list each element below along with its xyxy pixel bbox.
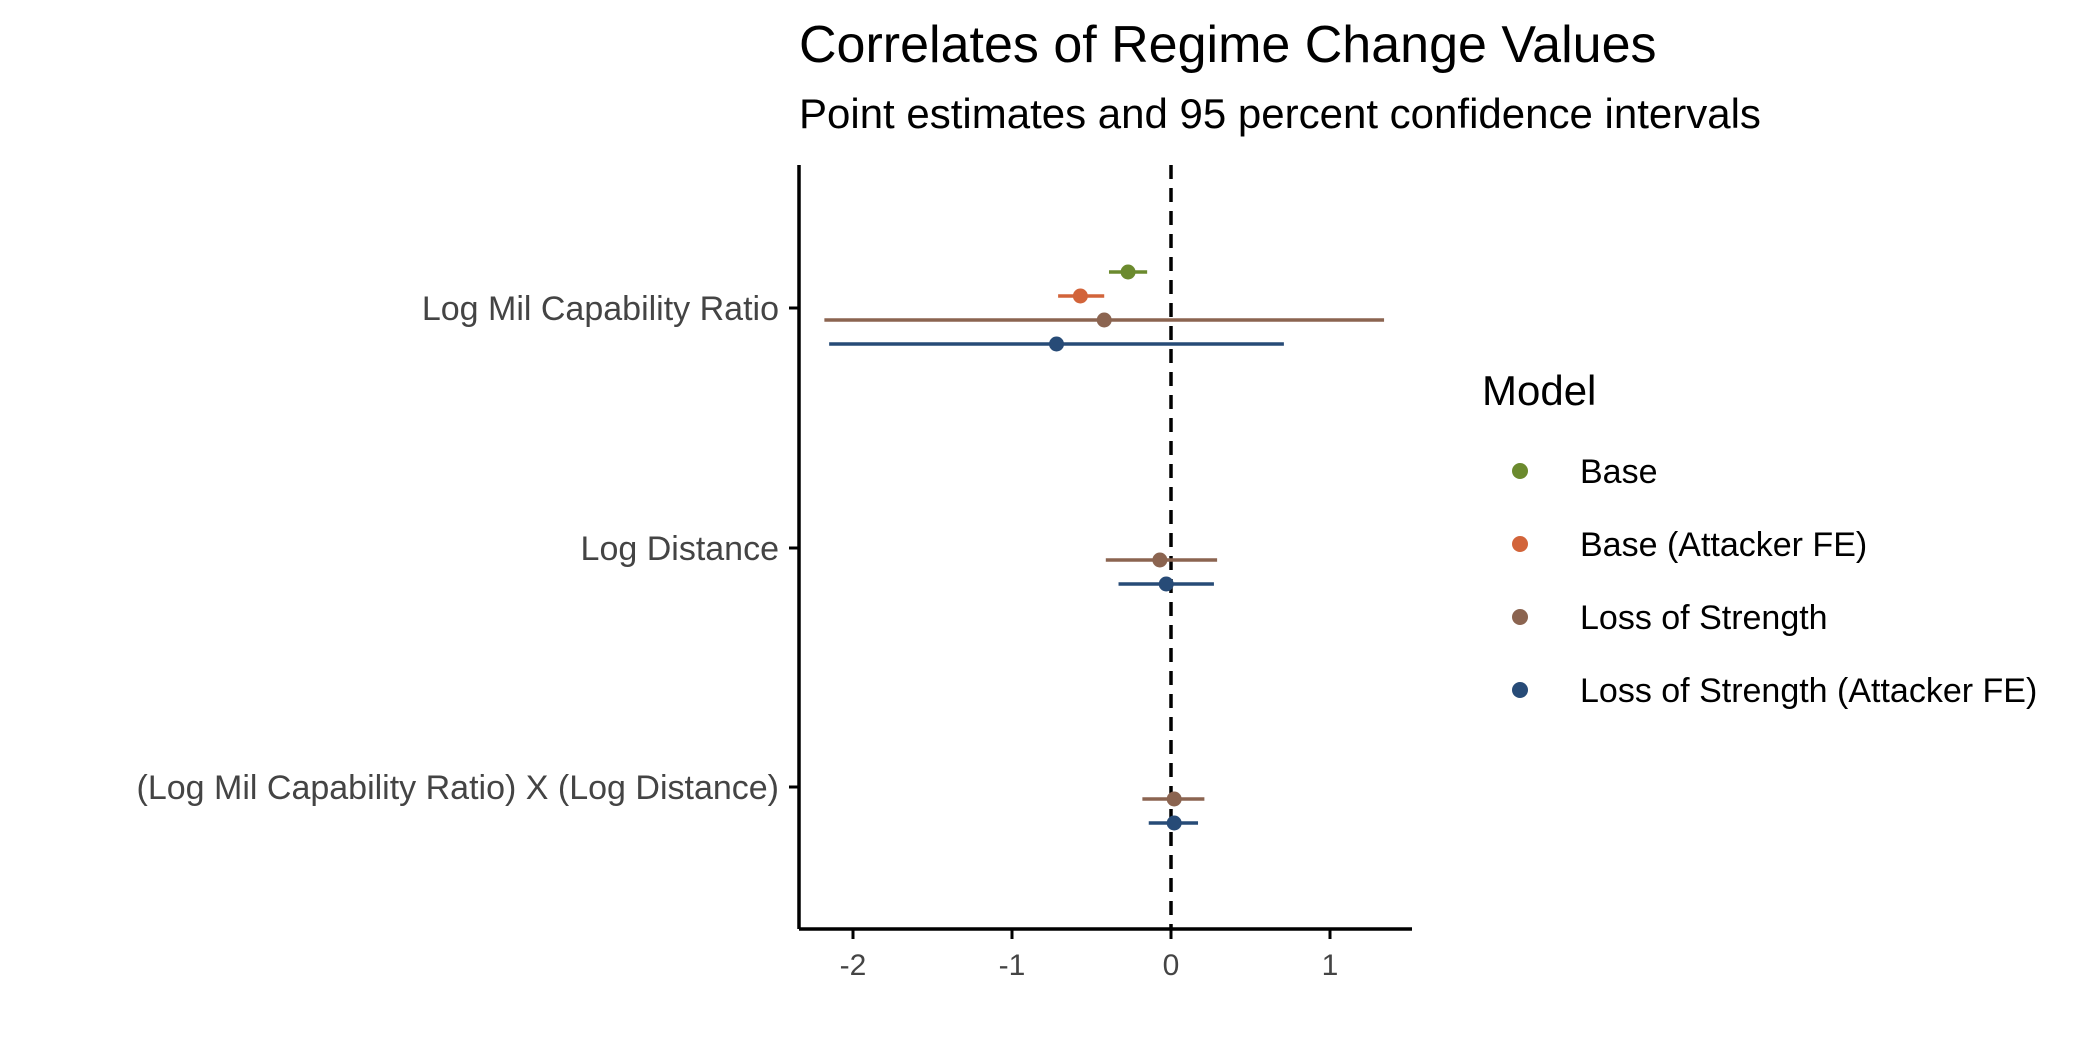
legend-key: [1512, 463, 1528, 479]
x-tick-label: 1: [1322, 949, 1339, 982]
legend-label: Base (Attacker FE): [1580, 526, 1867, 564]
legend-key: [1512, 682, 1528, 698]
x-tick-label: -1: [999, 949, 1026, 982]
point-estimate: [1072, 288, 1088, 304]
legend-key: [1512, 536, 1528, 552]
legend: Model Base Base (Attacker FE) Loss of Stre…: [1482, 367, 2037, 710]
legend-label: Base: [1580, 453, 1658, 491]
point-estimate: [1152, 552, 1168, 568]
point-estimate: [1096, 312, 1112, 328]
legend-label: Loss of Strength: [1580, 599, 1828, 637]
legend-key: [1512, 609, 1528, 625]
plot-area: -2 -1 0 1 Log Mil Capability Ratio Log Distan…: [137, 165, 1412, 982]
point-estimate: [1166, 815, 1182, 831]
point-estimate: [1049, 336, 1065, 352]
term-label: (Log Mil Capability Ratio) X (Log Distan…: [137, 769, 779, 807]
point-estimate: [1166, 791, 1182, 807]
point-estimate: [1158, 576, 1174, 592]
chart-subtitle: Point estimates and 95 percent confidenc…: [799, 90, 1761, 137]
legend-title: Model: [1482, 367, 1596, 414]
term-label: Log Mil Capability Ratio: [422, 290, 779, 328]
x-tick-label: -2: [840, 949, 867, 982]
point-estimate: [1120, 264, 1136, 280]
x-tick-label: 0: [1163, 949, 1180, 982]
chart-title: Correlates of Regime Change Values: [799, 16, 1657, 74]
legend-label: Loss of Strength (Attacker FE): [1580, 672, 2037, 710]
term-label: Log Distance: [581, 530, 779, 568]
